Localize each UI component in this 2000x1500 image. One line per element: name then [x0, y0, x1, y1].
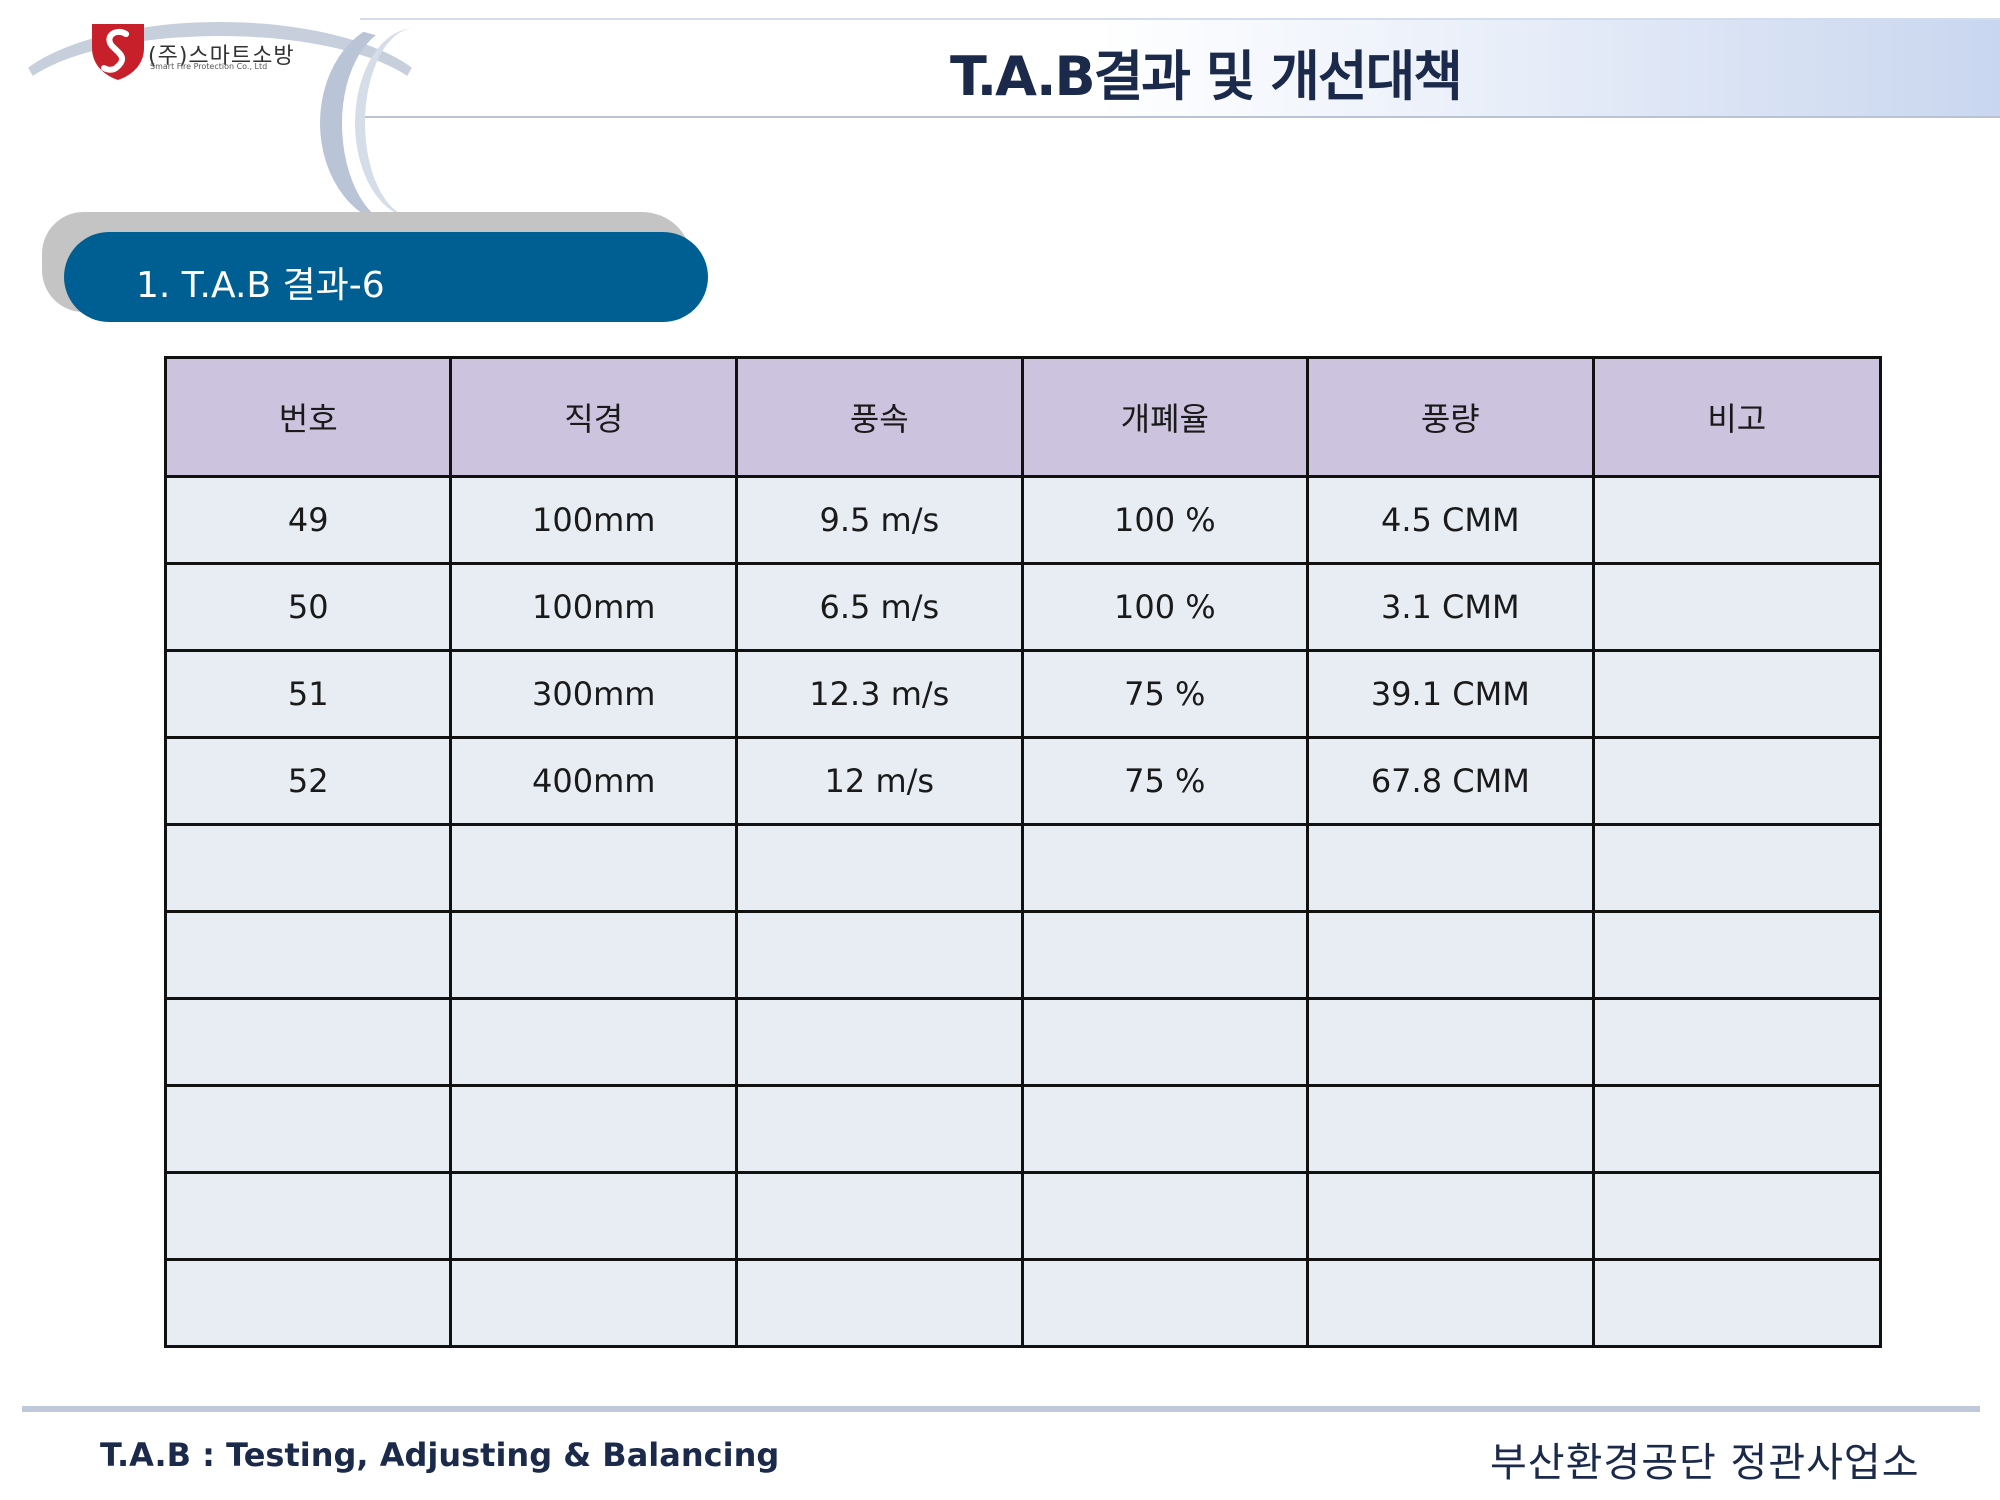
- col-header-opening-rate: 개폐율: [1020, 356, 1310, 478]
- table-row: [163, 997, 1883, 1087]
- table-row: [163, 1171, 1883, 1261]
- table-row: 50 100mm 6.5 m/s 100 % 3.1 CMM: [163, 562, 1883, 652]
- table-row: [163, 823, 1883, 913]
- table-cell: 75 %: [1020, 736, 1310, 826]
- table-cell: [1591, 997, 1883, 1087]
- table-cell: [1306, 997, 1595, 1087]
- table-cell: 75 %: [1020, 649, 1310, 739]
- table-cell: [449, 1258, 739, 1348]
- footer-divider: [22, 1406, 1980, 1412]
- table-header-row: 번호 직경 풍속 개폐율 풍량 비고: [163, 356, 1883, 478]
- table-cell: [1020, 997, 1310, 1087]
- section-pill: [64, 232, 708, 322]
- table-cell: 100mm: [449, 562, 739, 652]
- table-cell: [1020, 1171, 1310, 1261]
- table-cell: [449, 823, 739, 913]
- table-row: [163, 910, 1883, 1000]
- table-cell: [735, 823, 1024, 913]
- table-cell: [163, 997, 453, 1087]
- table-cell: 100 %: [1020, 475, 1310, 565]
- table-cell: 51: [163, 649, 453, 739]
- table-cell: [1306, 1084, 1595, 1174]
- table-cell: [449, 1171, 739, 1261]
- page-title: T.A.B결과 및 개선대책: [950, 45, 1463, 108]
- table-cell: 300mm: [449, 649, 739, 739]
- table-cell: [1591, 649, 1883, 739]
- footer-tab-definition: T.A.B : Testing, Adjusting & Balancing: [100, 1436, 780, 1474]
- table-cell: 100mm: [449, 475, 739, 565]
- table-cell: 12 m/s: [735, 736, 1024, 826]
- table-cell: [735, 997, 1024, 1087]
- col-header-diameter: 직경: [449, 356, 739, 478]
- table-cell: [1591, 1084, 1883, 1174]
- table-cell: [1020, 823, 1310, 913]
- table-cell: 67.8 CMM: [1306, 736, 1595, 826]
- table-cell: [735, 1084, 1024, 1174]
- table-cell: [163, 823, 453, 913]
- table-cell: [163, 910, 453, 1000]
- table-row: 51 300mm 12.3 m/s 75 % 39.1 CMM: [163, 649, 1883, 739]
- table-cell: [735, 1258, 1024, 1348]
- table-cell: [1020, 1258, 1310, 1348]
- col-header-number: 번호: [163, 356, 453, 478]
- table-cell: 4.5 CMM: [1306, 475, 1595, 565]
- table-cell: [1306, 910, 1595, 1000]
- table-row: 52 400mm 12 m/s 75 % 67.8 CMM: [163, 736, 1883, 826]
- table-cell: [449, 997, 739, 1087]
- table-row: [163, 1084, 1883, 1174]
- table-cell: [163, 1084, 453, 1174]
- section-title: 1. T.A.B 결과-6: [136, 265, 385, 306]
- table-cell: 3.1 CMM: [1306, 562, 1595, 652]
- table-cell: [449, 1084, 739, 1174]
- table-row: [163, 1258, 1883, 1348]
- table-cell: 12.3 m/s: [735, 649, 1024, 739]
- footer-site-name: 부산환경공단 정관사업소: [1490, 1440, 1920, 1486]
- table-cell: [449, 910, 739, 1000]
- col-header-airflow: 풍량: [1306, 356, 1595, 478]
- company-logo-icon: [92, 24, 144, 80]
- table-cell: 9.5 m/s: [735, 475, 1024, 565]
- company-name-en: Smart Fire Protection Co., Ltd: [150, 62, 268, 71]
- table-cell: [735, 1171, 1024, 1261]
- table-row: 49 100mm 9.5 m/s 100 % 4.5 CMM: [163, 475, 1883, 565]
- table-cell: [1591, 562, 1883, 652]
- table-cell: 100 %: [1020, 562, 1310, 652]
- table-cell: 400mm: [449, 736, 739, 826]
- table-cell: [1591, 475, 1883, 565]
- table-cell: [1306, 823, 1595, 913]
- tab-results-table: 번호 직경 풍속 개폐율 풍량 비고 49 100mm 9.5 m/s 100 …: [163, 356, 1883, 1348]
- company-name: (주)스마트소방: [148, 44, 295, 69]
- table-cell: 52: [163, 736, 453, 826]
- col-header-velocity: 풍속: [735, 356, 1024, 478]
- table-cell: [1591, 1171, 1883, 1261]
- table-cell: [163, 1258, 453, 1348]
- header-decor-arc: [355, 28, 475, 218]
- slide-header: (주)스마트소방 Smart Fire Protection Co., Ltd …: [0, 0, 2000, 226]
- col-header-remarks: 비고: [1591, 356, 1883, 478]
- table-cell: [1591, 736, 1883, 826]
- table-cell: [1591, 910, 1883, 1000]
- table-cell: [1591, 1258, 1883, 1348]
- header-band: [360, 18, 2000, 118]
- table-cell: [1306, 1171, 1595, 1261]
- table-cell: 49: [163, 475, 453, 565]
- table-cell: [1591, 823, 1883, 913]
- table-cell: [1020, 1084, 1310, 1174]
- table-cell: [163, 1171, 453, 1261]
- table-cell: 39.1 CMM: [1306, 649, 1595, 739]
- table-cell: [1020, 910, 1310, 1000]
- table-cell: [1306, 1258, 1595, 1348]
- table-cell: [735, 910, 1024, 1000]
- table-cell: 50: [163, 562, 453, 652]
- table-cell: 6.5 m/s: [735, 562, 1024, 652]
